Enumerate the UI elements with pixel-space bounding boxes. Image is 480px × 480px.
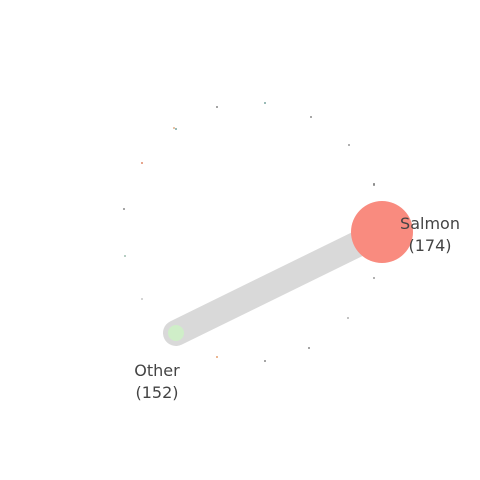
minor-node (348, 144, 350, 146)
minor-node (264, 102, 266, 104)
salmon-count-label: (174) (408, 236, 451, 255)
node-salmon[interactable] (351, 201, 413, 263)
minor-nodes (123, 102, 388, 362)
minor-node (124, 255, 126, 257)
node-other[interactable] (168, 325, 184, 341)
minor-node (175, 128, 177, 130)
minor-node (141, 298, 143, 300)
minor-node (123, 208, 125, 210)
minor-node (141, 162, 143, 164)
minor-node (264, 360, 266, 362)
minor-node (373, 277, 375, 279)
minor-node (173, 127, 175, 129)
minor-node (347, 317, 349, 319)
edge-salmon-other (163, 219, 395, 346)
other-name-label: Other (134, 361, 180, 380)
other-count-label: (152) (135, 383, 178, 402)
salmon-name-label: Salmon (400, 214, 460, 233)
minor-node (310, 116, 312, 118)
minor-node (216, 106, 218, 108)
minor-node (216, 356, 218, 358)
minor-node (308, 347, 310, 349)
minor-node (373, 184, 375, 186)
